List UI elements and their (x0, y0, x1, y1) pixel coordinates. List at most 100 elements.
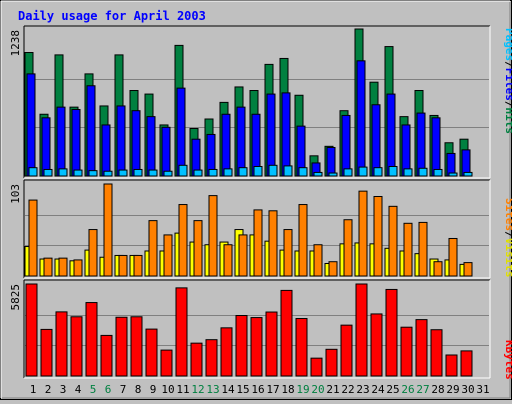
day-label: 25 (386, 383, 399, 396)
sites-bar (268, 210, 278, 277)
separator-label: / (503, 61, 512, 68)
day-label: 27 (416, 383, 429, 396)
day-label: 15 (236, 383, 249, 396)
separator-label: / (503, 231, 512, 238)
panel-2-bars (24, 183, 473, 277)
kbytes-bar (235, 315, 248, 377)
kbytes-bar (115, 316, 128, 377)
pages-bar (343, 168, 353, 177)
kbytes-bar (280, 289, 293, 377)
kbytes-label: KBytes (503, 340, 512, 380)
sites-bar (118, 254, 128, 277)
pages-bar (208, 168, 218, 177)
kbytes-bar (190, 342, 203, 377)
pages-bar (178, 164, 188, 177)
sites-bar (298, 204, 308, 277)
visits-label: Visits (503, 238, 512, 278)
kbytes-bar (340, 324, 353, 377)
files-bar (371, 104, 381, 177)
pages-bar (193, 169, 203, 177)
sites-bar (238, 234, 248, 277)
sites-visits-panel: 103 Sites/Visits (9, 179, 512, 279)
files-bar (236, 106, 246, 177)
kbytes-bar (220, 327, 233, 377)
files-bar (56, 106, 66, 177)
files-bar (341, 114, 351, 177)
day-label: 1 (30, 383, 37, 396)
pages-bar (148, 169, 158, 177)
day-label: 17 (266, 383, 279, 396)
hits-label: Hits (503, 108, 512, 135)
pages-bar (373, 167, 383, 177)
files-bar (326, 147, 336, 177)
kbytes-bar (430, 329, 443, 377)
files-bar (281, 92, 291, 177)
day-label: 10 (161, 383, 174, 396)
day-label: 7 (120, 383, 127, 396)
files-bar (176, 87, 186, 177)
kbytes-bar (265, 311, 278, 377)
pages-bar (103, 170, 113, 177)
day-label: 23 (356, 383, 369, 396)
kbytes-bar (85, 302, 98, 377)
pages-bar (463, 171, 473, 177)
sites-bar (418, 221, 428, 277)
kbytes-bar (55, 311, 68, 377)
sites-bar (193, 220, 203, 277)
sites-bar (373, 196, 383, 277)
kbytes-bar (205, 339, 218, 377)
files-bar (131, 110, 141, 177)
day-label: 5 (90, 383, 97, 396)
panel-1-ytick: 1238 (9, 30, 22, 57)
pages-bar (118, 169, 128, 177)
pages-bar (328, 172, 338, 177)
sites-bar (223, 244, 233, 277)
kbytes-bar (325, 348, 338, 377)
sites-bar (28, 199, 38, 277)
files-bar (116, 105, 126, 177)
sites-bar (403, 222, 413, 277)
files-bar (86, 85, 96, 177)
pages-bar (88, 170, 98, 177)
pages-bar (448, 172, 458, 177)
pages-bar (388, 166, 398, 177)
sites-bar (58, 257, 68, 277)
panel-1-bars (24, 28, 473, 177)
day-label: 26 (401, 383, 414, 396)
pages-bar (163, 170, 173, 177)
day-label: 22 (341, 383, 354, 396)
sites-bar (208, 195, 218, 277)
kbytes-bar (40, 328, 53, 377)
kbytes-bar (400, 326, 413, 377)
pages-bar (283, 165, 293, 177)
pages-bar (28, 167, 38, 177)
sites-bar (433, 261, 443, 277)
pages-bar (238, 167, 248, 177)
pages-bar (313, 171, 323, 177)
sites-bar (313, 244, 323, 277)
day-label: 13 (206, 383, 219, 396)
pages-bar (253, 166, 263, 177)
day-label: 20 (311, 383, 324, 396)
pages-bar (133, 168, 143, 177)
sites-bar (103, 183, 113, 277)
sites-bar (178, 204, 188, 277)
sites-bar (388, 205, 398, 277)
files-bar (431, 117, 441, 177)
files-label: Files (503, 68, 512, 101)
pages-bar (73, 169, 83, 177)
chart-title: Daily usage for April 2003 (18, 9, 206, 23)
files-bar (401, 124, 411, 177)
files-bar (146, 116, 156, 177)
pages-bar (418, 167, 428, 177)
day-axis-labels: 1 2 3 4 5 6 7 8 9 10 11 12 13 14 15 16 17 18 19 20 21 22 23 24 2… (30, 383, 490, 396)
kbytes-bar (130, 316, 143, 377)
kbytes-bar (295, 318, 308, 377)
day-label: 24 (371, 383, 385, 396)
panel-3-ytick: 5825 (9, 284, 22, 311)
sites-label: Sites (503, 198, 512, 231)
kbytes-bar (460, 350, 473, 377)
kbytes-bar (355, 283, 368, 377)
